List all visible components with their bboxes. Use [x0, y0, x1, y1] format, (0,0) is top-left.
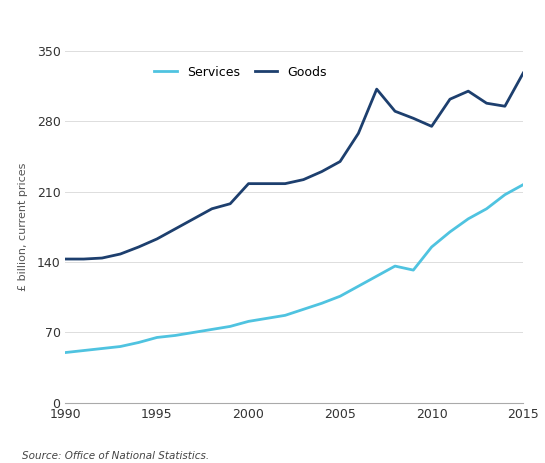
- Text: Chart 2: UK exports shifted towards services: Chart 2: UK exports shifted towards serv…: [105, 15, 440, 29]
- Legend: Services, Goods: Services, Goods: [149, 61, 332, 84]
- Y-axis label: £ billion, current prices: £ billion, current prices: [19, 163, 28, 291]
- Text: Source: Office of National Statistics.: Source: Office of National Statistics.: [22, 450, 209, 461]
